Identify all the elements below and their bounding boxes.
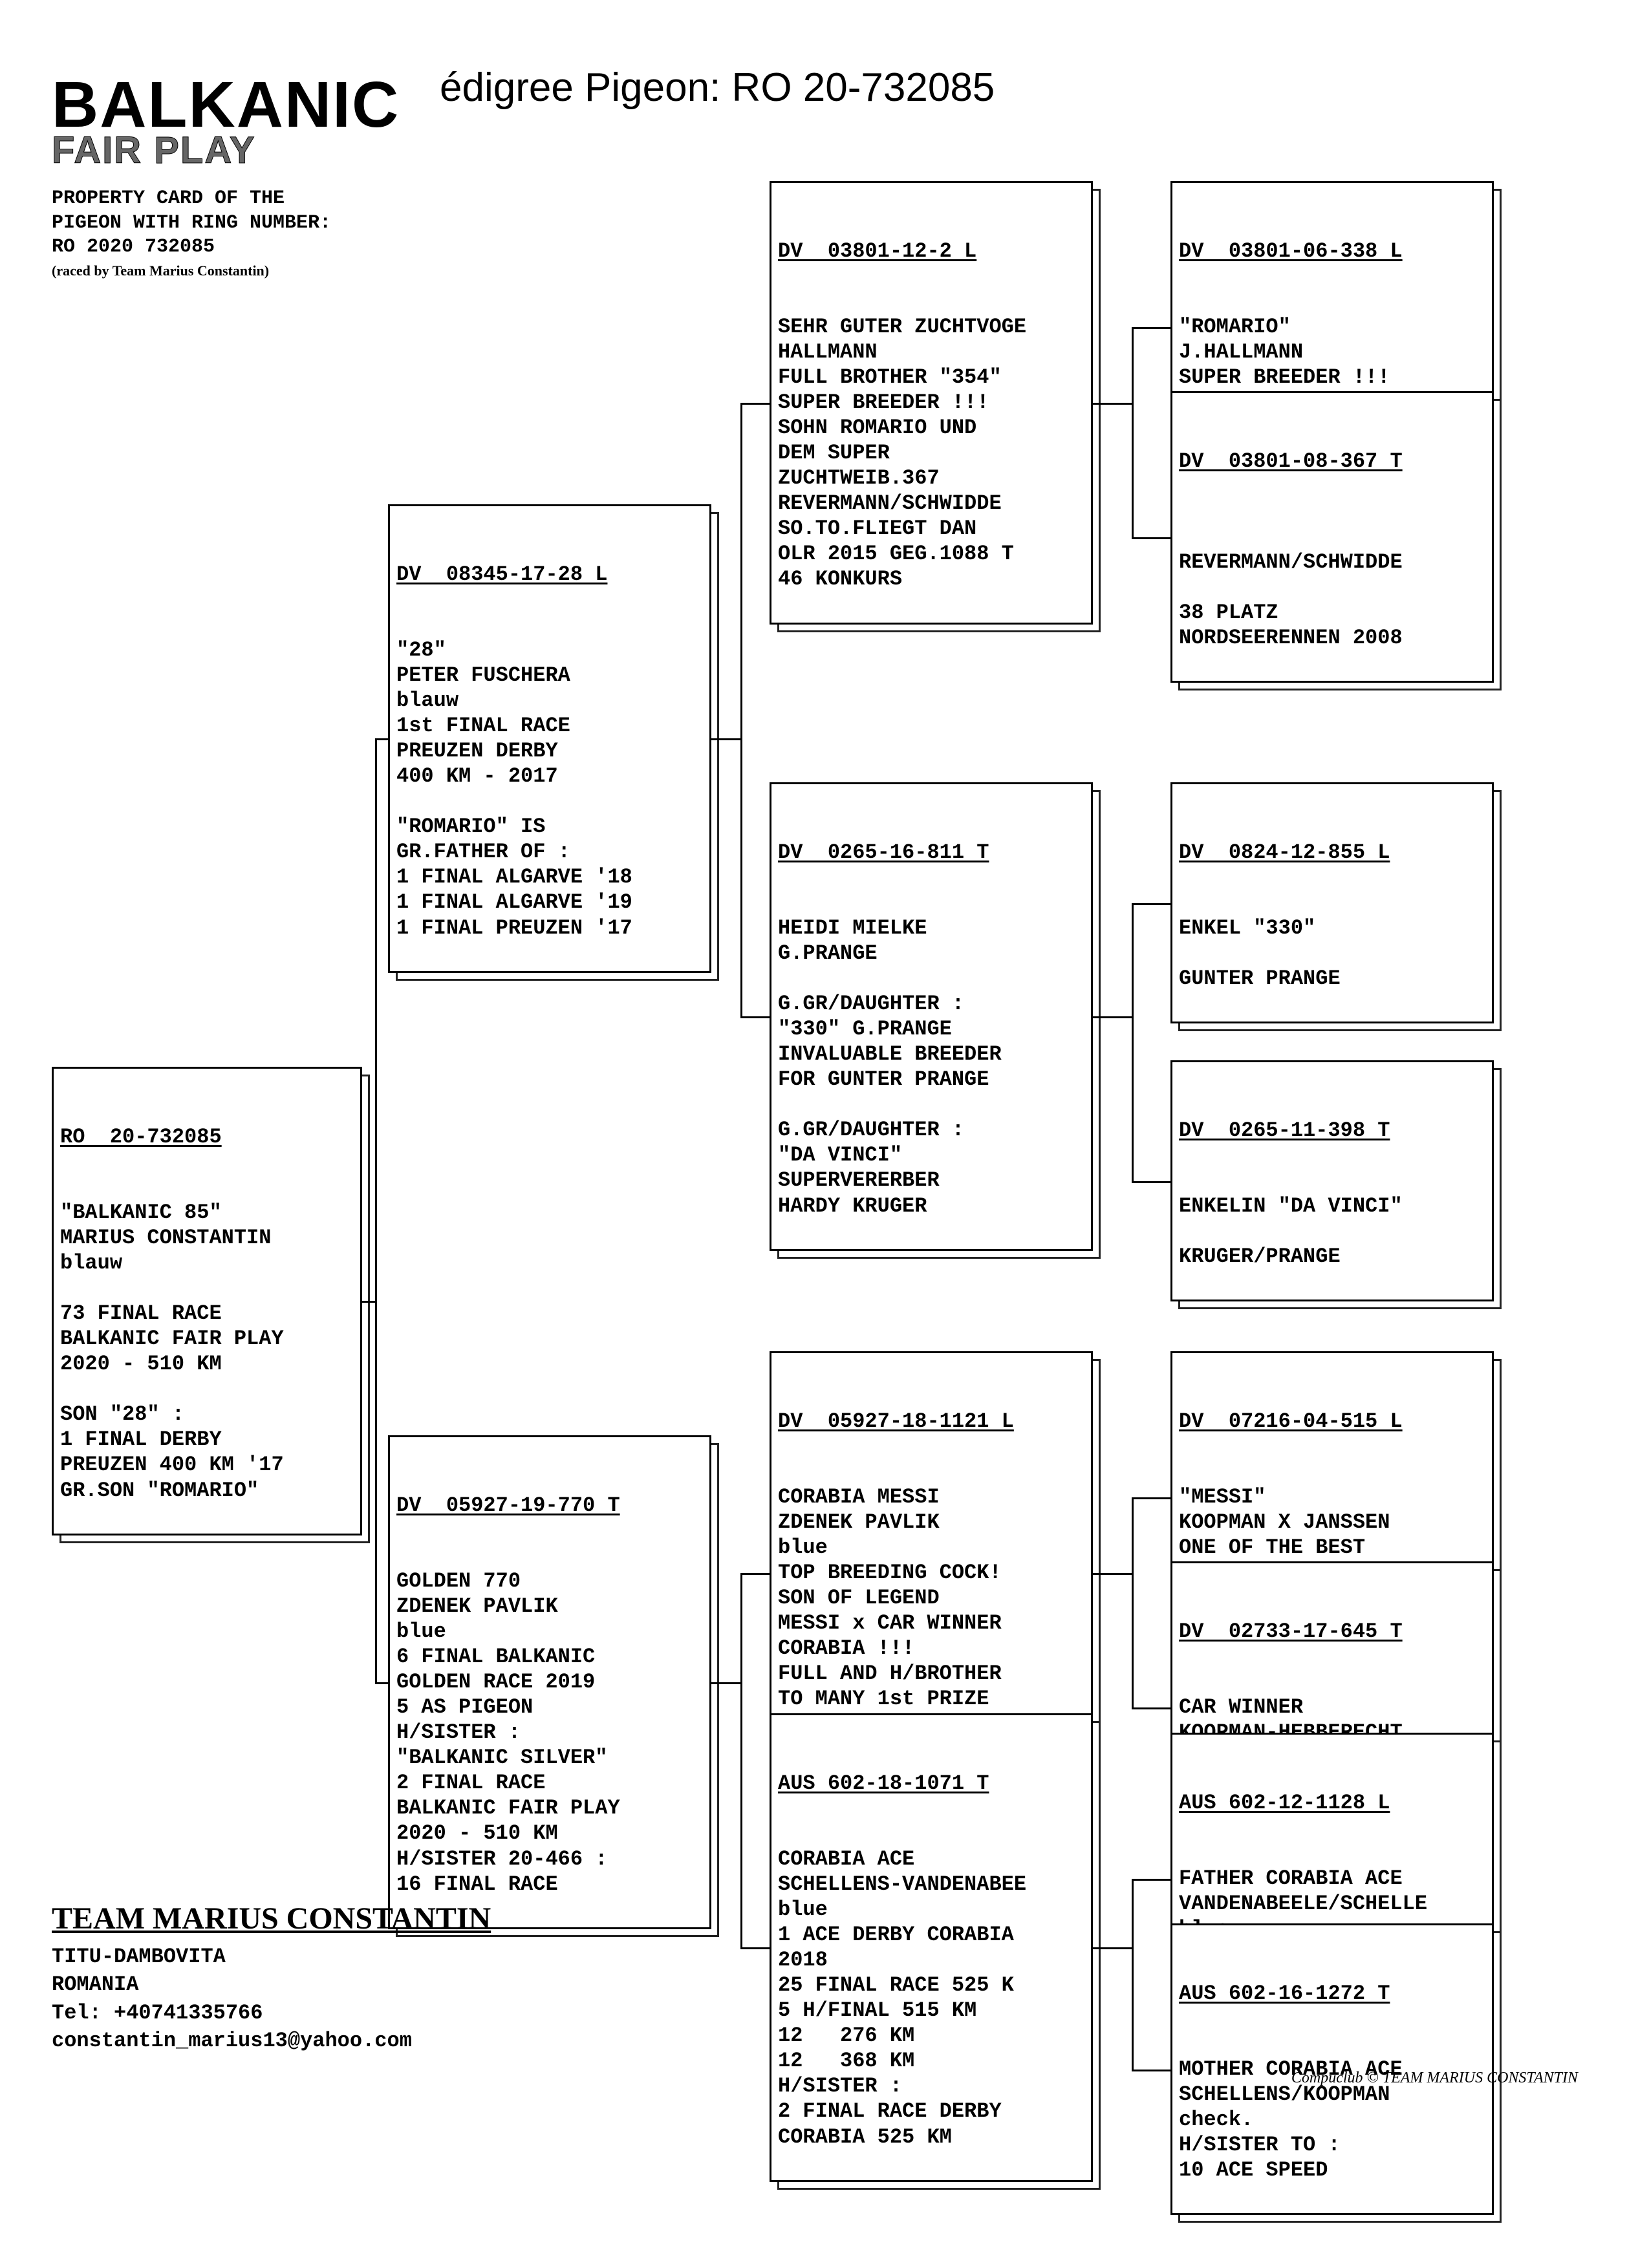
pedigree-sire: DV 08345-17-28 L "28" PETER FUSCHERA bla… — [388, 504, 711, 973]
ring-gg4: DV 0265-11-398 T — [1179, 1118, 1485, 1143]
ring-gg8: AUS 602-16-1272 T — [1179, 1981, 1485, 2006]
body-gg4: ENKELIN "DA VINCI" KRUGER/PRANGE — [1179, 1193, 1485, 1269]
property-card-l2: PIGEON WITH RING NUMBER: — [52, 211, 414, 236]
footer: TEAM MARIUS CONSTANTIN TITU-DAMBOVITA RO… — [52, 1901, 491, 2055]
ring-gg7: AUS 602-12-1128 L — [1179, 1790, 1485, 1815]
header-logo: BALKANIC FAIR PLAY PROPERTY CARD OF THE … — [52, 78, 414, 279]
ring-dam: DV 05927-19-770 T — [396, 1493, 703, 1518]
pedigree-gg2: DV 03801-08-367 T REVERMANN/SCHWIDDE 38 … — [1170, 391, 1494, 683]
raced-by: (raced by Team Marius Constantin) — [52, 262, 414, 279]
body-g1: SEHR GUTER ZUCHTVOGE HALLMANN FULL BROTH… — [778, 314, 1084, 592]
ring-g4: AUS 602-18-1071 T — [778, 1771, 1084, 1796]
team-address: TITU-DAMBOVITA ROMANIA Tel: +40741335766… — [52, 1943, 491, 2055]
body-gg2: REVERMANN/SCHWIDDE 38 PLATZ NORDSEERENNE… — [1179, 524, 1485, 650]
pedigree-subject: RO 20-732085 "BALKANIC 85" MARIUS CONSTA… — [52, 1067, 362, 1535]
pedigree-gdam1: DV 0265-16-811 T HEIDI MIELKE G.PRANGE G… — [770, 782, 1093, 1251]
ring-gg5: DV 07216-04-515 L — [1179, 1409, 1485, 1434]
copyright: Compuclub © TEAM MARIUS CONSTANTIN — [1291, 2070, 1578, 2087]
ring-g3: DV 05927-18-1121 L — [778, 1409, 1084, 1434]
body-sire: "28" PETER FUSCHERA blauw 1st FINAL RACE… — [396, 637, 703, 940]
ring-sire: DV 08345-17-28 L — [396, 562, 703, 587]
logo-line1: BALKANIC — [52, 78, 414, 133]
body-subject: "BALKANIC 85" MARIUS CONSTANTIN blauw 73… — [60, 1200, 354, 1503]
pedigree-gg4: DV 0265-11-398 T ENKELIN "DA VINCI" KRUG… — [1170, 1060, 1494, 1301]
ring-gg2: DV 03801-08-367 T — [1179, 449, 1485, 474]
pedigree-gdam2: AUS 602-18-1071 T CORABIA ACE SCHELLENS-… — [770, 1713, 1093, 2182]
property-card: PROPERTY CARD OF THE PIGEON WITH RING NU… — [52, 187, 414, 260]
ring-g2: DV 0265-16-811 T — [778, 840, 1084, 865]
pedigree-dam: DV 05927-19-770 T GOLDEN 770 ZDENEK PAVL… — [388, 1435, 711, 1929]
ring-gg3: DV 0824-12-855 L — [1179, 840, 1485, 865]
body-g4: CORABIA ACE SCHELLENS-VANDENABEE blue 1 … — [778, 1846, 1084, 2149]
ring-gg6: DV 02733-17-645 T — [1179, 1619, 1485, 1644]
property-card-l1: PROPERTY CARD OF THE — [52, 187, 414, 211]
body-gg3: ENKEL "330" GUNTER PRANGE — [1179, 915, 1485, 991]
pedigree-gsire1: DV 03801-12-2 L SEHR GUTER ZUCHTVOGE HAL… — [770, 181, 1093, 625]
pedigree-gg3: DV 0824-12-855 L ENKEL "330" GUNTER PRAN… — [1170, 782, 1494, 1023]
body-dam: GOLDEN 770 ZDENEK PAVLIK blue 6 FINAL BA… — [396, 1568, 703, 1896]
ring-gg1: DV 03801-06-338 L — [1179, 239, 1485, 264]
page-title: édigree Pigeon: RO 20-732085 — [440, 65, 995, 111]
property-card-l3: RO 2020 732085 — [52, 235, 414, 260]
body-g2: HEIDI MIELKE G.PRANGE G.GR/DAUGHTER : "3… — [778, 915, 1084, 1218]
ring-subject: RO 20-732085 — [60, 1124, 354, 1150]
team-name: TEAM MARIUS CONSTANTIN — [52, 1901, 491, 1936]
ring-g1: DV 03801-12-2 L — [778, 239, 1084, 264]
